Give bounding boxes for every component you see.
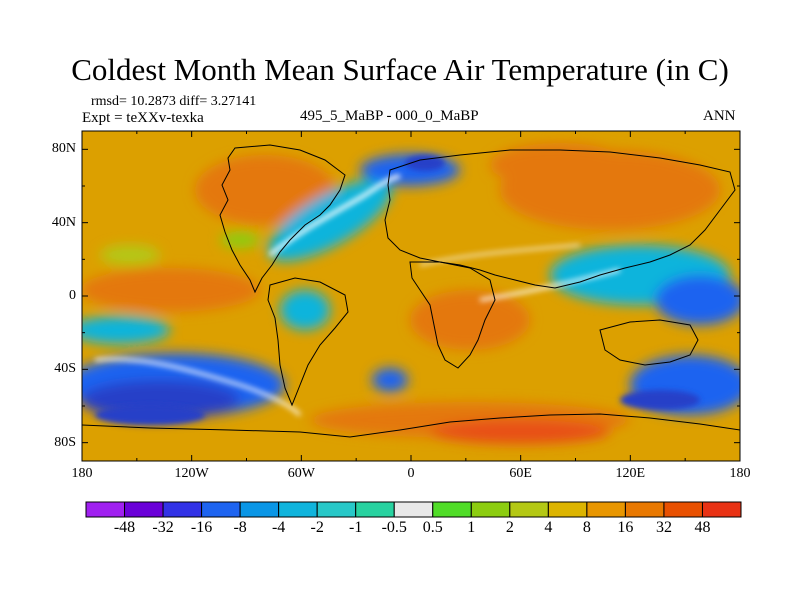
colorbar-label: 2 <box>505 519 514 536</box>
lat-label: 0 <box>69 288 76 303</box>
colorbar-label: -32 <box>152 519 174 536</box>
colorbar-swatch <box>432 501 472 518</box>
experiment-label: Expt = teXXv-texka <box>82 110 204 126</box>
colorbar-swatch <box>201 501 241 518</box>
colorbar-label: 32 <box>655 519 672 536</box>
lat-label: 40N <box>51 214 76 230</box>
lon-label: 60W <box>287 466 315 481</box>
stats-text: rmsd= 10.2873 diff= 3.27141 <box>91 94 257 109</box>
colorbar-label: -8 <box>233 519 247 536</box>
south-pacific-white-band <box>94 357 302 417</box>
colorbar-label: -48 <box>113 519 136 536</box>
colorbar-swatch <box>355 501 395 518</box>
colorbar-label: 0.5 <box>422 519 443 536</box>
southern-hot-band <box>430 420 610 444</box>
colorbar-label: 16 <box>617 519 634 536</box>
antarctica-outline <box>82 413 740 438</box>
lat-label: 80N <box>51 141 76 157</box>
page-title: Coldest Month Mean Surface Air Temperatu… <box>71 52 729 87</box>
siberia-warm-zone <box>490 143 630 187</box>
colorbar-swatch <box>239 501 280 518</box>
axis-ticks <box>81 131 741 461</box>
continent-outlines <box>82 144 740 438</box>
colorbar-label: 8 <box>582 519 591 536</box>
colorbar-swatch <box>663 501 703 518</box>
south-america-outline <box>267 277 349 407</box>
colorbar-label: -1 <box>349 519 363 536</box>
eurasia-outline <box>384 149 736 289</box>
lat-label: 80S <box>54 434 76 450</box>
colorbar-swatch <box>393 501 434 518</box>
colorbar-swatch <box>470 501 511 518</box>
lon-label: 180 <box>729 466 751 481</box>
colorbar-swatch <box>701 501 742 518</box>
australia-outline <box>599 319 699 366</box>
arctic-deep-patch <box>405 155 445 171</box>
colorbar-swatch <box>85 501 126 518</box>
field-smooth-layer <box>82 143 740 444</box>
difference-label: 495_5_MaBP - 000_0_MaBP <box>300 108 479 124</box>
colorbar-label: 48 <box>694 519 711 536</box>
north-america-warm-zone <box>195 155 335 225</box>
colorbar-label: -16 <box>190 519 213 536</box>
colorbar-swatch <box>586 501 626 518</box>
west-pacific-cold-zone <box>655 275 740 325</box>
season-label: ANN <box>703 108 736 124</box>
temperature-field <box>82 131 740 461</box>
lon-label: 120W <box>174 466 209 481</box>
colorbar-label: 1 <box>467 519 476 536</box>
colorbar-swatch <box>547 501 588 518</box>
south-pacific-deep-patch <box>95 405 205 425</box>
lat-label: 40S <box>54 361 76 377</box>
colorbar-label: 4 <box>544 519 553 536</box>
colorbar-swatch <box>509 501 549 518</box>
colorbar-swatch <box>162 501 203 518</box>
colorbar-label: -2 <box>310 519 324 536</box>
south-america-cold-zone <box>280 290 330 330</box>
north-america-outline <box>219 144 346 294</box>
pacific-warm-band <box>82 268 260 312</box>
colorbar-swatch <box>278 501 318 518</box>
colorbar-label: -4 <box>271 519 286 536</box>
africa-warm-zone <box>410 290 530 350</box>
lon-label: 120E <box>615 466 646 481</box>
pacific-green-patch <box>100 245 160 265</box>
southern-ocean-deep-patch <box>620 390 700 410</box>
colorbar <box>85 501 742 518</box>
south-pacific-cyan-zone <box>82 316 170 344</box>
lon-label: 60E <box>509 466 532 481</box>
colorbar-swatch <box>624 501 665 518</box>
lon-label: 180 <box>71 466 93 481</box>
colorbar-label: -0.5 <box>381 519 407 536</box>
colorbar-swatch <box>316 501 357 518</box>
colorbar-swatch <box>124 501 164 518</box>
africa-outline <box>409 261 496 369</box>
south-atlantic-cold-zone <box>372 368 408 392</box>
lon-label: 0 <box>407 466 415 481</box>
